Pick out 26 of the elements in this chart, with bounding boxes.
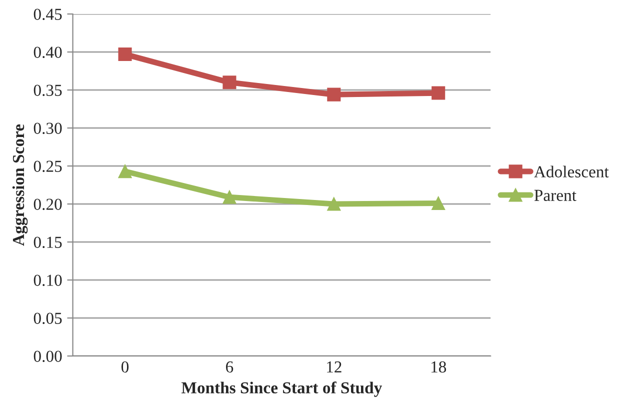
point: [327, 88, 341, 102]
y-tick-label: 0.20: [34, 198, 62, 210]
y-axis-title: Aggression Score: [12, 124, 28, 246]
y-tick-label: 0.25: [34, 160, 62, 172]
y-tick-label: 0.45: [34, 8, 62, 20]
legend-label: Parent: [534, 190, 576, 201]
point: [222, 190, 236, 204]
x-tick-label: 0: [121, 361, 129, 373]
x-tick-label: 12: [327, 361, 342, 372]
point: [222, 76, 236, 90]
y-tick-label: 0.00: [34, 350, 62, 362]
y-tick-label: 0.15: [34, 236, 62, 248]
point: [432, 86, 446, 100]
legend-label: Adolescent: [534, 166, 609, 178]
y-tick-label: 0.40: [34, 46, 62, 58]
point: [118, 48, 132, 62]
point: [118, 164, 132, 178]
x-tick-label: 18: [431, 361, 446, 373]
point: [432, 196, 446, 210]
y-tick-label: 0.05: [34, 312, 62, 324]
point: [327, 197, 341, 211]
y-tick-label: 0.10: [34, 274, 62, 286]
x-axis-title: Months Since Start of Study: [182, 382, 382, 397]
x-tick-label: 6: [226, 361, 234, 373]
y-tick-label: 0.35: [34, 84, 62, 96]
y-tick-label: 0.30: [34, 122, 62, 134]
